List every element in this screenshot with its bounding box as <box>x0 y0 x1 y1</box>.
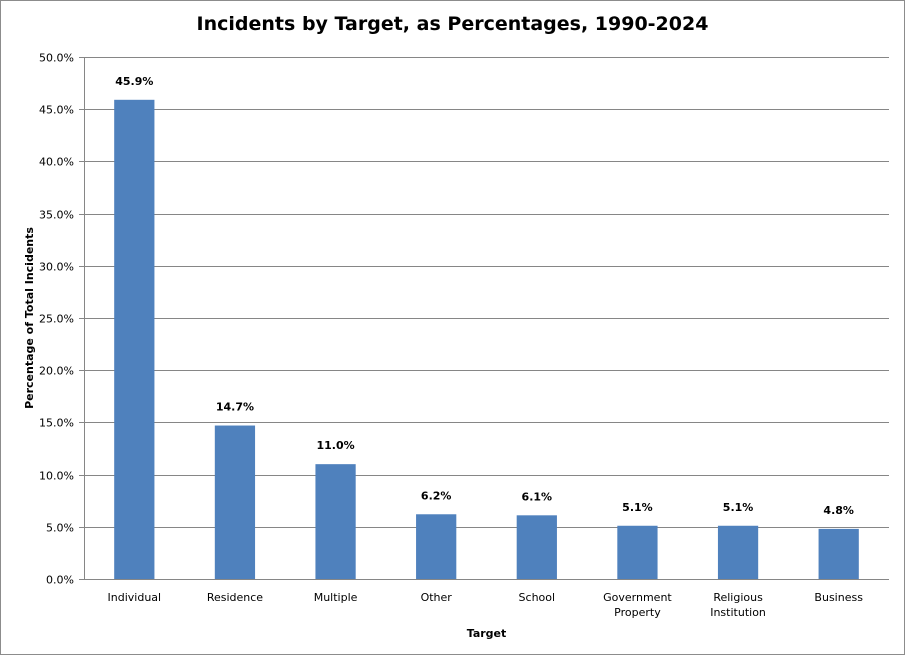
x-category-label: Other <box>421 591 453 604</box>
x-category-label: Government Property <box>603 591 672 619</box>
y-tick-label: 10.0% <box>39 470 74 483</box>
bar[interactable] <box>114 99 155 579</box>
x-category-label: Multiple <box>314 591 358 604</box>
bar[interactable] <box>315 464 356 579</box>
x-category-label: Individual <box>108 591 162 604</box>
data-label: 5.1% <box>622 501 653 514</box>
y-tick-label: 50.0% <box>39 52 74 65</box>
y-tick-label: 20.0% <box>39 365 74 378</box>
y-tick-label: 45.0% <box>39 104 74 117</box>
bar[interactable] <box>617 525 658 579</box>
y-tick-label: 35.0% <box>39 209 74 222</box>
y-axis-title: Percentage of Total Incidents <box>23 227 36 409</box>
x-category-label: Residence <box>207 591 263 604</box>
bar[interactable] <box>416 514 457 579</box>
y-tick-label: 15.0% <box>39 417 74 430</box>
data-label: 6.2% <box>421 489 452 502</box>
y-tick-label: 40.0% <box>39 156 74 169</box>
data-label: 6.1% <box>522 490 553 503</box>
y-tick-label: 25.0% <box>39 313 74 326</box>
data-label: 5.1% <box>723 501 754 514</box>
y-tick-label: 30.0% <box>39 261 74 274</box>
bar[interactable] <box>516 515 557 579</box>
x-axis-title: Target <box>467 627 507 640</box>
data-label: 45.9% <box>115 75 153 88</box>
data-label: 14.7% <box>216 401 254 414</box>
y-tick-label: 0.0% <box>46 574 74 587</box>
bar[interactable] <box>214 425 256 579</box>
chart-title: Incidents by Target, as Percentages, 199… <box>196 13 709 35</box>
x-category-label: School <box>519 591 556 604</box>
bar[interactable] <box>717 525 759 579</box>
bar[interactable] <box>818 528 859 579</box>
x-category-label: Religious Institution <box>710 591 766 619</box>
y-tick-label: 5.0% <box>46 522 74 535</box>
data-label: 4.8% <box>823 504 854 517</box>
data-label: 11.0% <box>316 439 354 452</box>
x-category-label: Business <box>814 591 863 604</box>
